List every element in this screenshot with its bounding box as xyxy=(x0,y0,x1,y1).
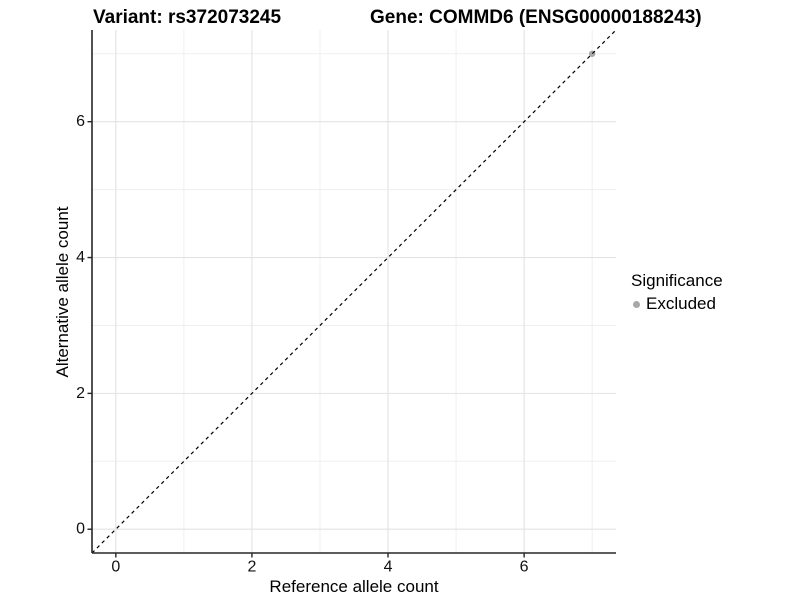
y-tick-label: 4 xyxy=(76,249,85,266)
y-tick-label: 6 xyxy=(76,113,85,130)
y-axis-title: Alternative allele count xyxy=(53,206,72,378)
legend-point-icon xyxy=(633,300,640,308)
plot-title-variant: Variant: rs372073245 xyxy=(93,7,282,28)
plot-title-gene: Gene: COMMD6 (ENSG00000188243) xyxy=(370,7,702,28)
y-tick-label: 0 xyxy=(76,521,85,538)
legend-title: Significance xyxy=(631,271,723,290)
legend-entry-label: Excluded xyxy=(646,294,716,313)
x-tick-label: 0 xyxy=(111,558,120,575)
legend-entry: Excluded xyxy=(631,294,723,314)
legend: Significance Excluded xyxy=(631,271,723,314)
legend-entries: Excluded xyxy=(631,294,723,314)
x-axis-title: Reference allele count xyxy=(269,577,439,596)
x-tick-label: 4 xyxy=(384,558,393,575)
x-tick-label: 6 xyxy=(520,558,529,575)
x-tick-label: 2 xyxy=(247,558,256,575)
identity-reference-line xyxy=(91,29,617,554)
y-tick-label: 2 xyxy=(76,385,85,402)
